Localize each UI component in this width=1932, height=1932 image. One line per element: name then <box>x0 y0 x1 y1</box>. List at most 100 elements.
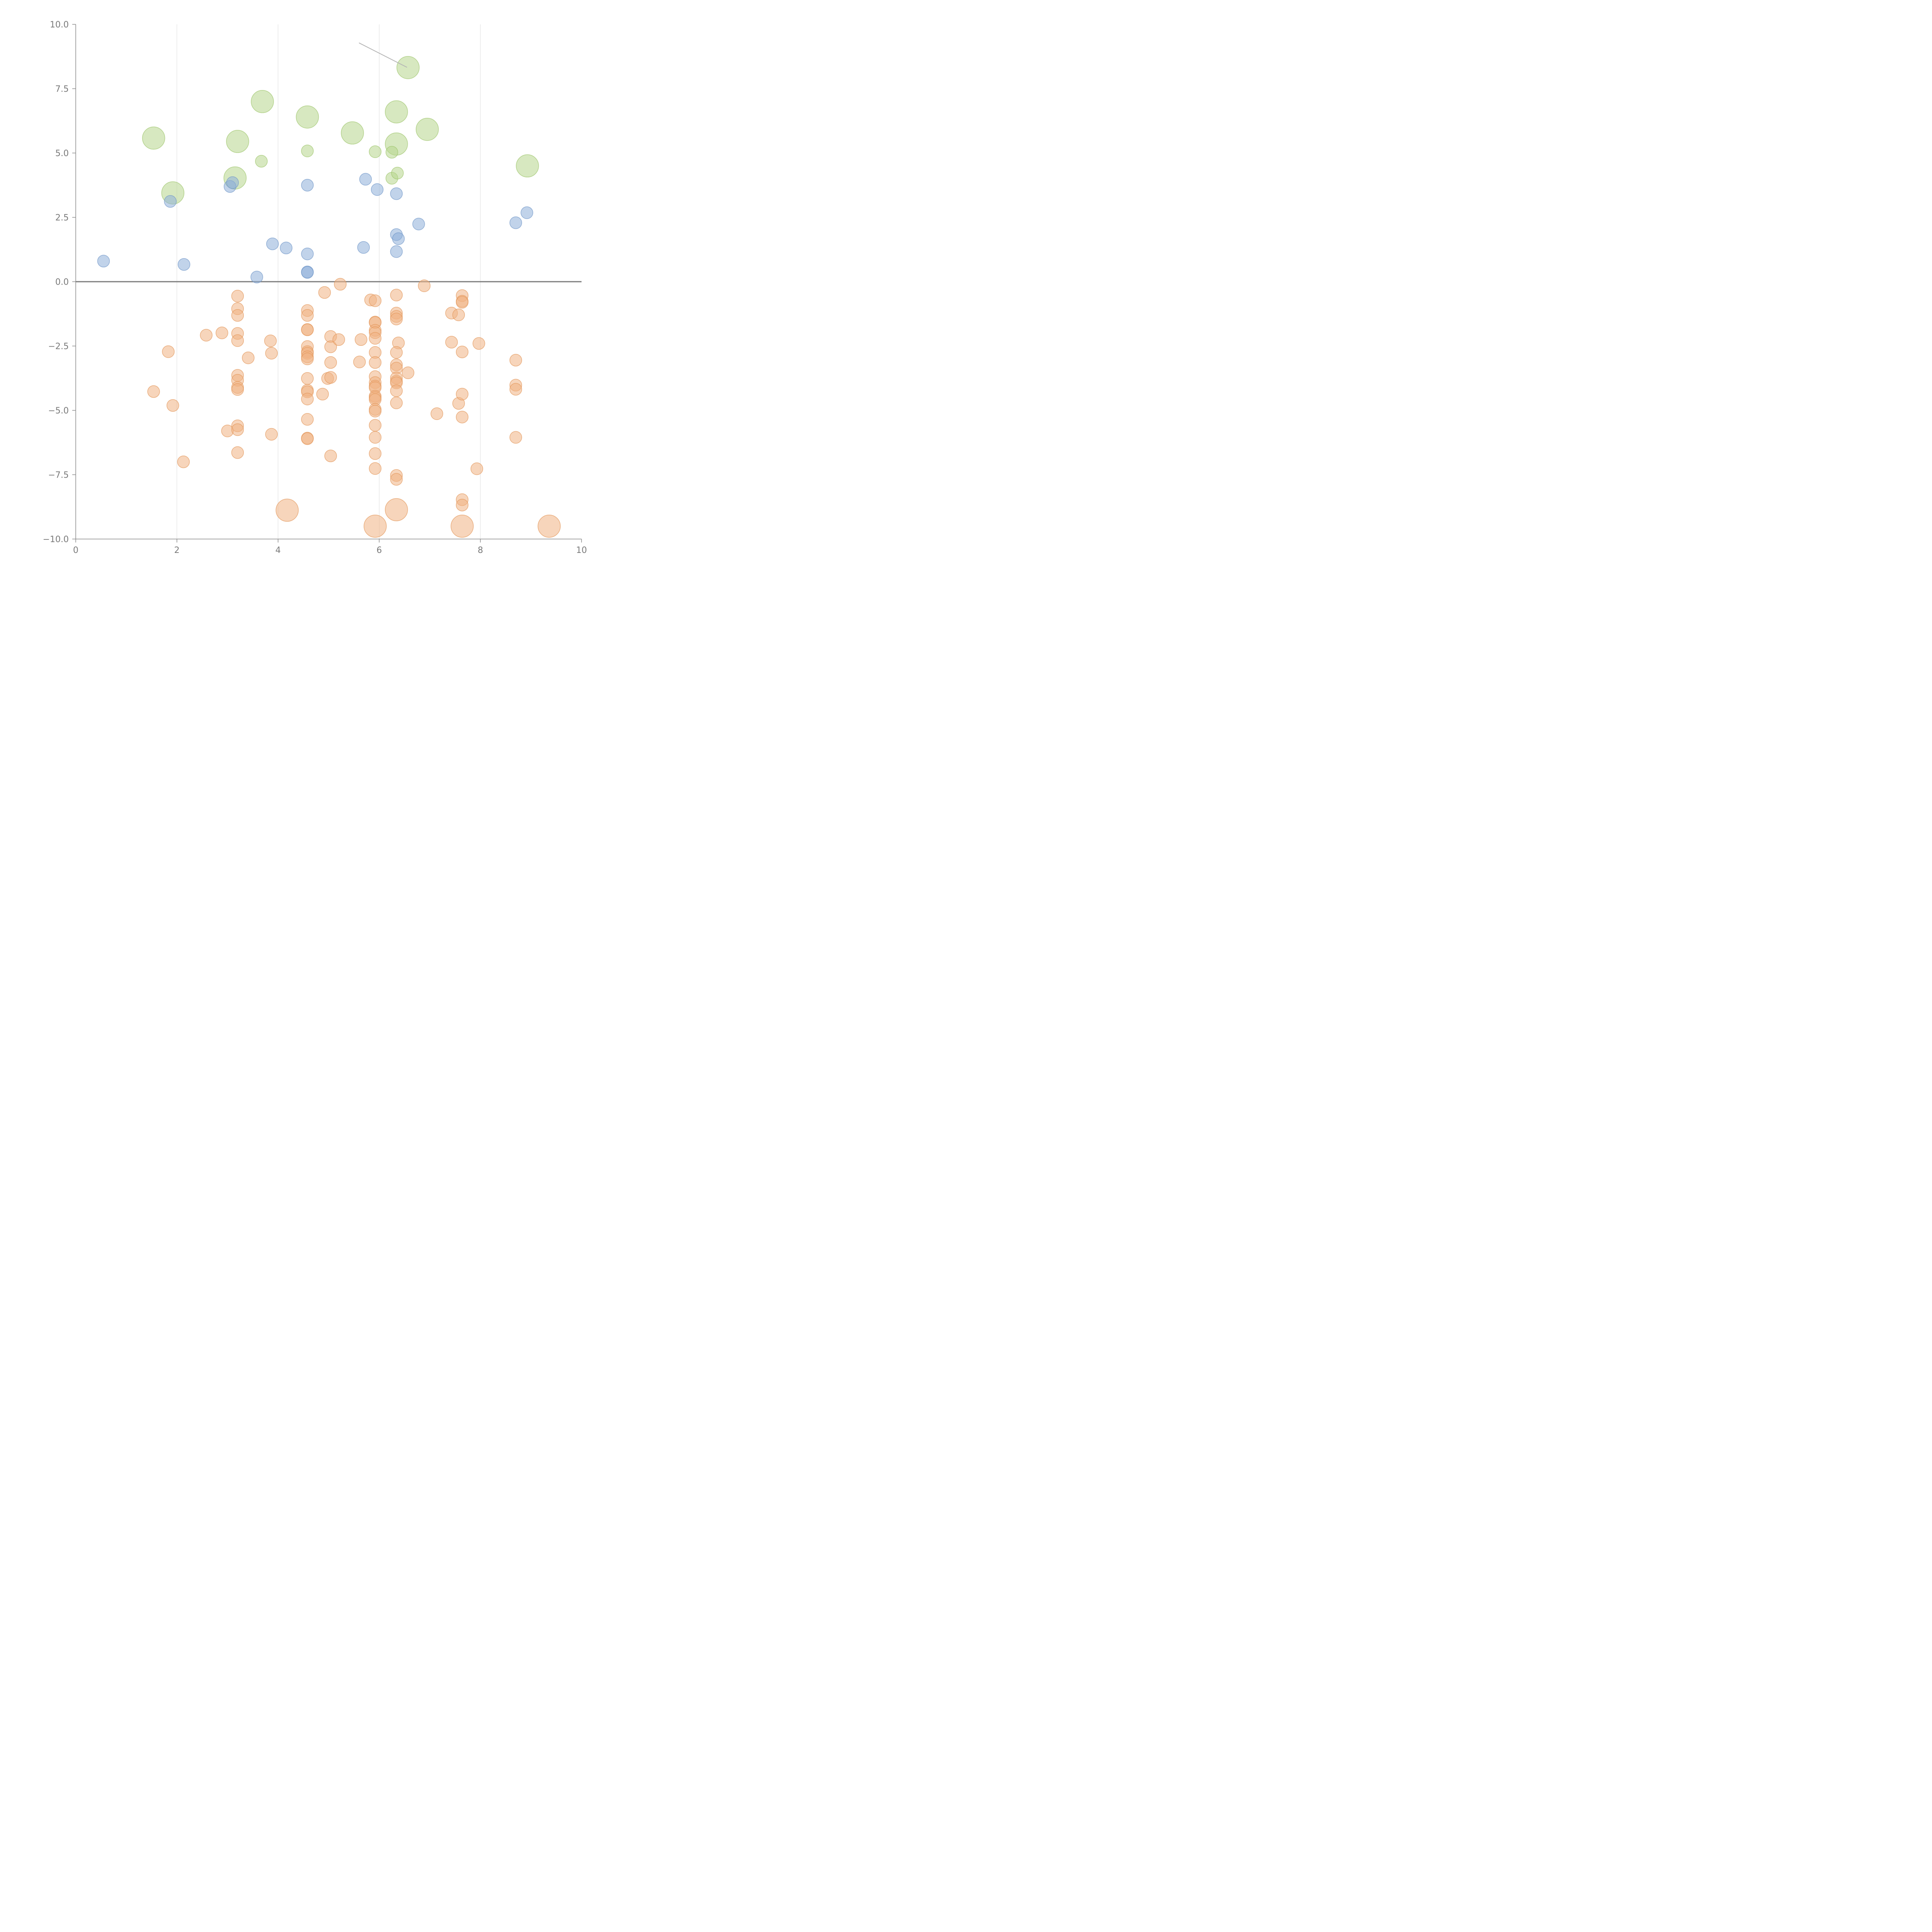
blue-point <box>266 237 279 250</box>
large-green-point <box>341 121 364 145</box>
y-tick-label: −10.0 <box>43 535 69 544</box>
small-orange-point <box>301 393 314 405</box>
small-orange-point <box>401 366 415 379</box>
small-orange-point <box>369 431 382 444</box>
large-green-point <box>516 154 539 178</box>
blue-point <box>164 195 177 208</box>
small-orange-point <box>473 337 485 350</box>
large-orange-point <box>276 498 299 522</box>
blue-point <box>177 258 190 271</box>
small-orange-point <box>334 278 347 291</box>
large-green-point <box>226 130 249 153</box>
small-orange-point <box>355 333 367 346</box>
large-green-point <box>416 117 439 141</box>
x-tick-label: 10 <box>576 546 587 555</box>
small-green-point <box>255 155 268 168</box>
large-green-point <box>251 90 274 113</box>
small-orange-point <box>390 396 403 409</box>
small-orange-point <box>369 462 382 475</box>
small-orange-point <box>301 432 314 445</box>
y-tick-label: 10.0 <box>50 20 69 30</box>
small-orange-point <box>316 388 329 401</box>
small-orange-point <box>231 334 244 347</box>
small-orange-point <box>324 340 337 353</box>
large-orange-point <box>385 498 408 521</box>
small-orange-point <box>456 388 469 401</box>
blue-point <box>520 206 533 219</box>
small-orange-point <box>369 294 382 307</box>
scatter-chart: 10.0 7.5 5.0 2.5 0.0 −2.5 −5.0 −7.5 −10.0 0 2 4 6 8 10 <box>0 0 606 606</box>
small-orange-point <box>452 308 465 321</box>
small-orange-point <box>332 333 345 346</box>
small-orange-point <box>390 313 403 325</box>
large-green-point <box>142 126 165 150</box>
small-green-point <box>369 145 382 158</box>
small-orange-point <box>318 286 331 299</box>
axes: 10.0 7.5 5.0 2.5 0.0 −2.5 −5.0 −7.5 −10.0 0 2 4 6 8 10 <box>43 20 587 555</box>
small-green-point <box>385 146 398 159</box>
small-orange-point <box>167 399 179 412</box>
small-green-point <box>301 145 314 157</box>
blue-point <box>359 173 372 186</box>
blue-point <box>250 270 263 284</box>
small-orange-point <box>353 355 366 369</box>
small-orange-point <box>200 329 213 342</box>
data-points <box>97 56 561 538</box>
small-orange-point <box>301 413 314 426</box>
small-orange-point <box>369 332 382 345</box>
y-tick-label: 0.0 <box>55 277 69 287</box>
y-tick-label: −2.5 <box>48 342 69 352</box>
blue-point <box>509 216 522 229</box>
leader-line <box>359 43 407 68</box>
blue-point <box>301 247 314 260</box>
small-orange-point <box>231 423 244 436</box>
small-orange-point <box>390 384 403 397</box>
small-orange-point <box>445 336 458 349</box>
x-tick-label: 0 <box>73 546 78 555</box>
small-orange-point <box>369 447 382 460</box>
small-orange-point <box>177 455 190 468</box>
small-orange-point <box>324 356 337 369</box>
small-orange-point <box>301 372 314 385</box>
small-orange-point <box>162 345 175 358</box>
blue-point <box>371 183 384 196</box>
small-orange-point <box>242 351 255 364</box>
y-tick-label: −7.5 <box>48 471 69 480</box>
small-orange-point <box>265 347 278 360</box>
small-orange-point <box>418 279 431 292</box>
small-orange-point <box>231 309 244 322</box>
small-orange-point <box>369 356 382 369</box>
small-orange-point <box>301 323 314 336</box>
small-orange-point <box>390 346 403 359</box>
small-orange-point <box>216 327 228 339</box>
blue-point <box>301 266 314 279</box>
small-orange-point <box>456 411 469 423</box>
small-orange-point <box>301 352 314 366</box>
blue-point <box>97 255 110 267</box>
small-orange-point <box>264 334 277 347</box>
small-orange-point <box>231 446 244 459</box>
blue-point <box>226 176 239 189</box>
small-orange-point <box>470 462 483 475</box>
small-orange-point <box>390 473 403 486</box>
small-orange-point <box>509 383 522 396</box>
y-tick-label: 7.5 <box>55 85 69 94</box>
small-orange-point <box>509 431 522 444</box>
small-orange-point <box>231 383 244 396</box>
small-orange-point <box>301 309 314 322</box>
x-tick-label: 4 <box>276 546 281 555</box>
x-tick-label: 8 <box>478 546 483 555</box>
small-orange-point <box>456 345 469 359</box>
y-tick-label: 5.0 <box>55 149 69 158</box>
blue-point <box>357 241 370 254</box>
small-orange-point <box>456 296 469 309</box>
small-orange-point <box>509 354 522 367</box>
small-orange-point <box>147 385 160 398</box>
large-orange-point <box>364 514 387 538</box>
small-orange-point <box>430 407 443 420</box>
annotations <box>359 43 407 68</box>
y-tick-label: −5.0 <box>48 406 69 416</box>
small-orange-point <box>456 498 469 512</box>
blue-point <box>301 179 314 192</box>
small-orange-point <box>369 405 382 418</box>
